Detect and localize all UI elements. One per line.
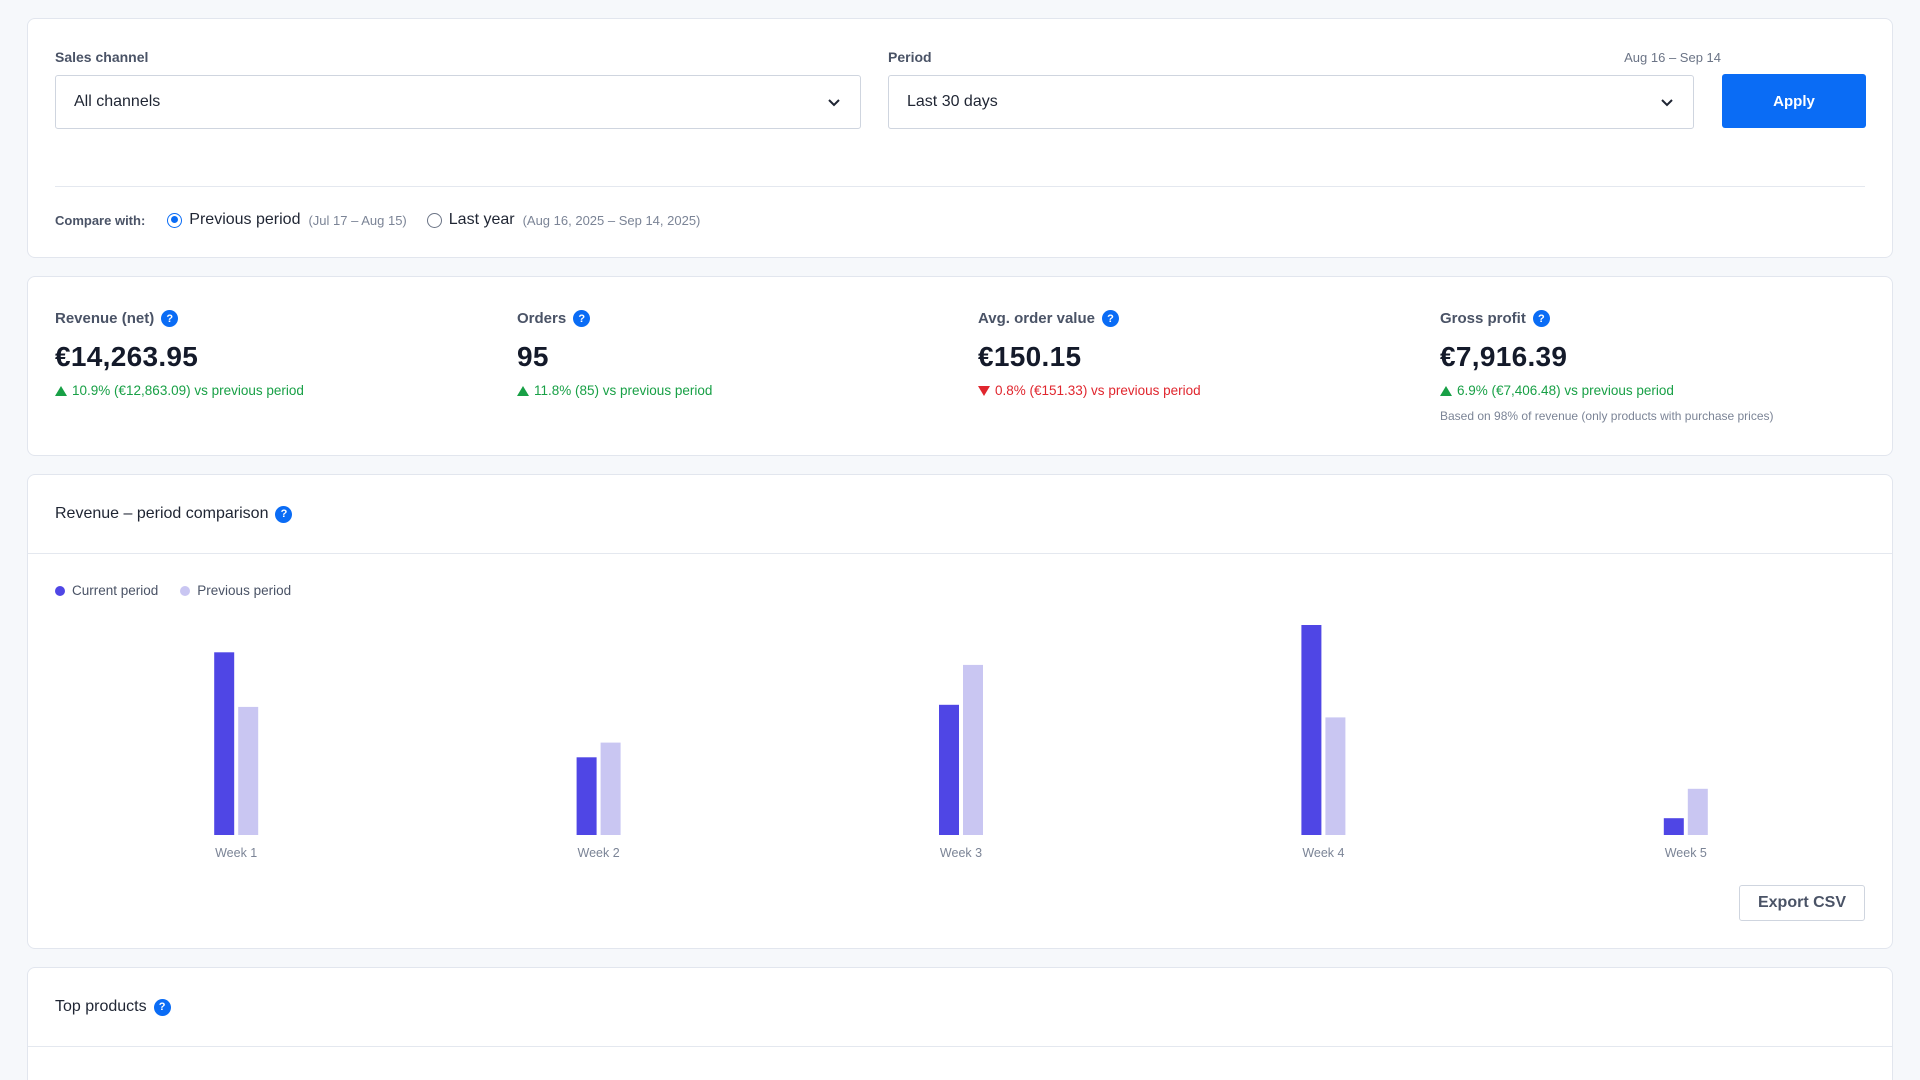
chevron-down-icon xyxy=(1661,99,1673,107)
kpi-value: 95 xyxy=(517,341,549,372)
kpi-value: €150.15 xyxy=(978,341,1082,372)
x-tick-label: Week 5 xyxy=(1665,846,1707,860)
legend-dot-icon xyxy=(180,585,191,596)
bar-previous-week-1[interactable] xyxy=(238,706,259,835)
export-csv-button[interactable]: Export CSV xyxy=(1739,885,1865,921)
kpi-delta-text: 10.9% (€12,863.09) vs previous period xyxy=(72,383,304,398)
bar-previous-week-3[interactable] xyxy=(963,664,983,835)
radio-previous-period[interactable] xyxy=(167,212,183,228)
kpi-delta-text: 11.8% (85) vs previous period xyxy=(534,383,713,398)
last-year-range: (Aug 16, 2025 – Sep 14, 2025) xyxy=(522,212,701,228)
x-tick-label: Week 4 xyxy=(1302,846,1344,860)
kpi-label: Gross profit xyxy=(1440,310,1526,327)
bar-previous-week-2[interactable] xyxy=(600,742,621,835)
kpi-avg-order-value: Avg. order value ? €150.15 0.8% (€151.33… xyxy=(978,310,1201,398)
bar-chart: Week 1 Week 2 Week 3 Week 4 Week 5 xyxy=(214,625,1708,860)
bar-current-week-3[interactable] xyxy=(939,704,959,835)
kpi-value: €14,263.95 xyxy=(55,341,199,372)
chart-legend: Current period Previous period xyxy=(55,583,313,598)
period-date-hint: Aug 16 – Sep 14 xyxy=(1624,50,1721,65)
kpi-delta-text: 0.8% (€151.33) vs previous period xyxy=(995,383,1201,398)
sales-channel-select[interactable]: All channels xyxy=(55,75,861,129)
legend-label: Current period xyxy=(72,583,159,598)
kpi-delta: 0.8% (€151.33) vs previous period xyxy=(978,383,1201,398)
period-label: Period xyxy=(888,49,932,65)
kpi-label: Revenue (net) xyxy=(55,310,155,327)
period-select[interactable]: Last 30 days xyxy=(888,75,1694,129)
kpi-note: Based on 98% of revenue (only products w… xyxy=(1440,409,1774,423)
top-products-card: Top products ? xyxy=(27,967,1893,1080)
apply-button[interactable]: Apply xyxy=(1722,74,1866,128)
bar-previous-week-5[interactable] xyxy=(1687,788,1708,835)
previous-period-range: (Jul 17 – Aug 15) xyxy=(308,212,407,228)
top-products-header: Top products ? xyxy=(28,968,1892,1047)
bar-current-week-4[interactable] xyxy=(1301,625,1322,835)
sales-channel-value: All channels xyxy=(74,93,161,110)
help-icon[interactable]: ? xyxy=(153,998,171,1016)
kpi-delta: 11.8% (85) vs previous period xyxy=(517,383,712,398)
sales-channel-label: Sales channel xyxy=(55,49,149,65)
trend-up-icon xyxy=(1440,385,1452,396)
kpi-delta: 10.9% (€12,863.09) vs previous period xyxy=(55,383,304,398)
bar-current-week-2[interactable] xyxy=(576,757,597,835)
bar-previous-week-4[interactable] xyxy=(1325,717,1346,835)
trend-up-icon xyxy=(517,385,529,396)
kpi-delta: 6.9% (€7,406.48) vs previous period xyxy=(1440,383,1774,398)
radio-previous-period-label[interactable]: Previous period xyxy=(189,211,301,228)
help-icon[interactable]: ? xyxy=(1101,310,1119,327)
bar-current-week-5[interactable] xyxy=(1663,818,1684,835)
x-tick-label: Week 2 xyxy=(578,846,620,860)
kpi-value: €7,916.39 xyxy=(1440,341,1568,372)
chart-title: Revenue – period comparison xyxy=(55,505,269,522)
kpi-label: Avg. order value xyxy=(978,310,1095,327)
help-icon[interactable]: ? xyxy=(573,310,591,327)
bar-current-week-1[interactable] xyxy=(214,652,235,835)
x-tick-label: Week 3 xyxy=(940,846,982,860)
kpi-label: Orders xyxy=(517,310,567,327)
radio-last-year[interactable] xyxy=(426,212,442,228)
help-icon[interactable]: ? xyxy=(161,310,179,327)
legend-dot-icon xyxy=(55,585,65,596)
trend-down-icon xyxy=(978,385,990,396)
legend-item-previous[interactable]: Previous period xyxy=(180,583,291,598)
period-value: Last 30 days xyxy=(907,93,998,110)
filters-card: Sales channel All channels Period Aug 16… xyxy=(27,18,1893,258)
compare-row: Compare with: Previous period (Jul 17 – … xyxy=(55,211,720,229)
kpi-card: Revenue (net) ? €14,263.95 10.9% (€12,86… xyxy=(27,276,1893,456)
kpi-orders: Orders ? 95 11.8% (85) vs previous perio… xyxy=(517,310,712,398)
help-icon[interactable]: ? xyxy=(1532,310,1550,327)
chevron-down-icon xyxy=(828,99,840,107)
kpi-revenue: Revenue (net) ? €14,263.95 10.9% (€12,86… xyxy=(55,310,304,398)
compare-label: Compare with: xyxy=(55,212,146,228)
legend-item-current[interactable]: Current period xyxy=(55,583,158,598)
help-icon[interactable]: ? xyxy=(275,505,293,523)
top-products-title: Top products xyxy=(55,998,147,1015)
kpi-delta-text: 6.9% (€7,406.48) vs previous period xyxy=(1457,383,1674,398)
radio-last-year-label[interactable]: Last year xyxy=(448,211,515,228)
trend-up-icon xyxy=(55,385,67,396)
chart-header: Revenue – period comparison ? xyxy=(28,475,1892,554)
legend-label: Previous period xyxy=(197,583,292,598)
kpi-gross-profit: Gross profit ? €7,916.39 6.9% (€7,406.48… xyxy=(1440,310,1774,423)
revenue-chart-card: Revenue – period comparison ? Current pe… xyxy=(27,474,1893,949)
divider xyxy=(55,186,1865,187)
x-tick-label: Week 1 xyxy=(215,846,257,860)
